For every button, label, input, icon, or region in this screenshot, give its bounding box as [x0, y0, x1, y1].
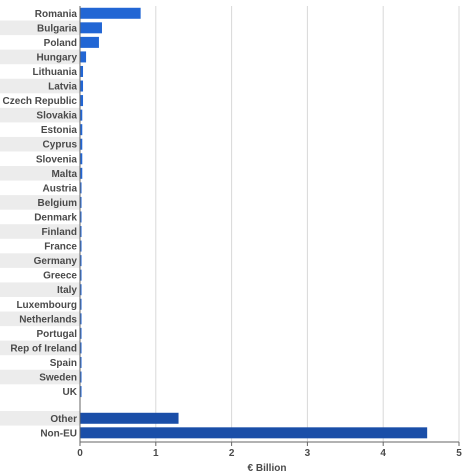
- row-band-hungary: [0, 49, 80, 65]
- category-label-rep-of-ireland: Rep of Ireland: [10, 343, 77, 354]
- row-band-latvia: [0, 78, 80, 94]
- category-label-greece: Greece: [43, 271, 77, 282]
- category-label-italy: Italy: [57, 285, 77, 296]
- row-band-netherlands: [0, 311, 80, 327]
- x-tick-label-3: 3: [305, 448, 311, 459]
- bar-france: [80, 240, 82, 252]
- row-band-cyprus: [0, 136, 80, 152]
- bar-lithuania: [80, 65, 84, 77]
- row-band-other: [0, 411, 80, 426]
- bar-uk: [80, 386, 82, 398]
- category-label-denmark: Denmark: [34, 212, 77, 223]
- row-band-belgium: [0, 195, 80, 210]
- bar-finland: [80, 226, 82, 238]
- category-label-spain: Spain: [50, 358, 77, 369]
- x-axis: 0 1 2 3 4 5: [77, 6, 462, 459]
- category-label-malta: Malta: [51, 169, 77, 180]
- category-label-other: Other: [50, 414, 77, 425]
- category-label-hungary: Hungary: [36, 52, 77, 63]
- bars: [80, 7, 428, 439]
- category-label-lithuania: Lithuania: [33, 67, 78, 78]
- bar-portugal: [80, 327, 82, 339]
- bar-spain: [80, 356, 82, 368]
- category-label-germany: Germany: [34, 256, 78, 267]
- bar-malta: [80, 167, 83, 179]
- category-label-czech-republic: Czech Republic: [3, 96, 78, 107]
- gridlines: [155, 6, 460, 442]
- bar-slovakia: [80, 109, 83, 121]
- bar-slovenia: [80, 153, 83, 165]
- bar-belgium: [80, 196, 82, 208]
- category-label-romania: Romania: [35, 9, 78, 20]
- row-band-italy: [0, 282, 80, 297]
- category-label-slovakia: Slovakia: [36, 111, 77, 122]
- bar-latvia: [80, 80, 84, 92]
- x-axis-title: € Billion: [248, 463, 287, 474]
- category-label-cyprus: Cyprus: [43, 140, 78, 151]
- bar-other: [80, 412, 179, 424]
- category-label-uk: UK: [63, 387, 78, 398]
- x-tick-label-5: 5: [456, 448, 462, 459]
- category-label-slovenia: Slovenia: [36, 154, 78, 165]
- bar-austria: [80, 182, 82, 194]
- category-label-belgium: Belgium: [38, 198, 78, 209]
- row-band-bulgaria: [0, 20, 80, 36]
- row-band-slovakia: [0, 107, 80, 123]
- category-label-poland: Poland: [44, 38, 77, 49]
- bar-czech-republic: [80, 95, 84, 107]
- category-label-latvia: Latvia: [48, 82, 77, 93]
- x-tick-label-0: 0: [77, 448, 83, 459]
- bar-denmark: [80, 211, 82, 223]
- category-labels: Romania Bulgaria Poland Hungary Lithuania Lat…: [3, 9, 78, 440]
- x-tick-label-2: 2: [229, 448, 235, 459]
- row-band-malta: [0, 166, 80, 181]
- bar-bulgaria: [80, 22, 102, 34]
- category-label-sweden: Sweden: [39, 373, 77, 384]
- bar-greece: [80, 269, 82, 281]
- row-band-germany: [0, 253, 80, 268]
- bar-non-eu: [80, 427, 428, 439]
- category-label-portugal: Portugal: [36, 329, 77, 340]
- category-label-luxembourg: Luxembourg: [16, 300, 77, 311]
- category-label-france: France: [44, 242, 77, 253]
- bar-estonia: [80, 124, 83, 136]
- category-label-estonia: Estonia: [41, 125, 78, 136]
- row-band-rep-of-ireland: [0, 340, 80, 356]
- x-tick-label-4: 4: [380, 448, 386, 459]
- row-bands: [0, 20, 80, 426]
- bar-hungary: [80, 51, 87, 63]
- category-label-bulgaria: Bulgaria: [37, 23, 77, 34]
- bar-germany: [80, 255, 82, 267]
- bar-sweden: [80, 371, 82, 383]
- bar-poland: [80, 36, 99, 48]
- row-band-sweden: [0, 369, 80, 385]
- bar-romania: [80, 7, 141, 19]
- x-tick-label-1: 1: [153, 448, 159, 459]
- row-band-finland: [0, 224, 80, 239]
- category-label-austria: Austria: [43, 183, 78, 194]
- category-label-netherlands: Netherlands: [19, 314, 77, 325]
- bar-rep-of-ireland: [80, 342, 82, 354]
- bar-cyprus: [80, 138, 83, 150]
- bar-luxembourg: [80, 298, 82, 310]
- bar-netherlands: [80, 313, 82, 325]
- bar-italy: [80, 284, 82, 296]
- category-label-non-eu: Non-EU: [40, 428, 77, 439]
- category-label-finland: Finland: [41, 227, 77, 238]
